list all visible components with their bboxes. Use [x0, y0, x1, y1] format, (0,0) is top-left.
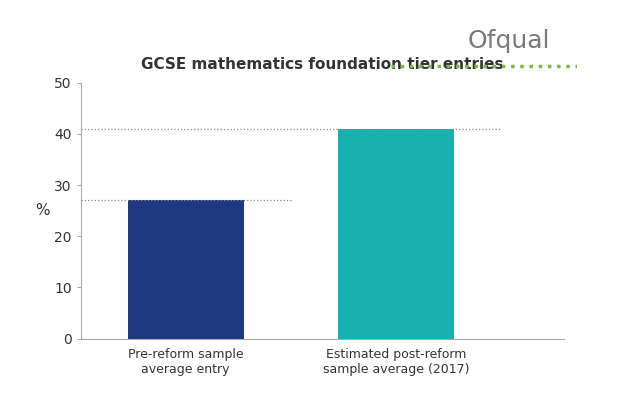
Title: GCSE mathematics foundation tier entries: GCSE mathematics foundation tier entries: [141, 57, 503, 72]
Bar: [338, 129, 454, 339]
Text: Ofqual: Ofqual: [467, 29, 550, 53]
Bar: [128, 200, 244, 339]
Y-axis label: %: %: [35, 203, 50, 218]
